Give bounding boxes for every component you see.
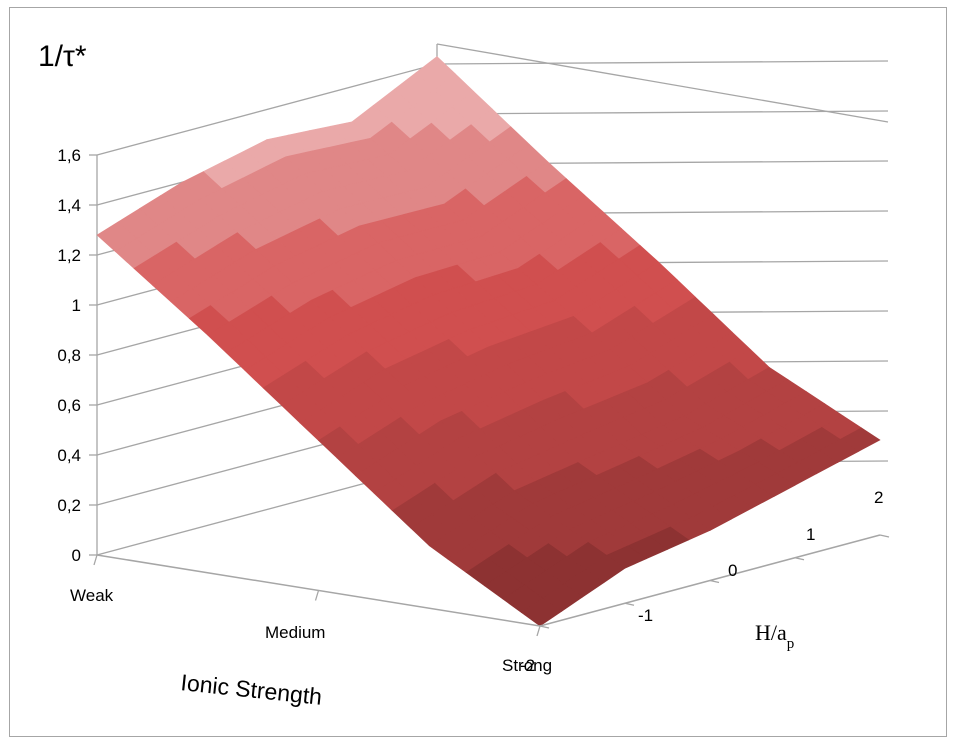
z-tick-label: 0,2	[57, 496, 81, 515]
y-axis-ticks: -2 -1 0 1 2	[520, 488, 890, 675]
surface	[96, 56, 881, 627]
z-tick-label: 1	[72, 296, 81, 315]
y-tick-mark	[539, 625, 550, 629]
z-tick-label: 0,4	[57, 446, 81, 465]
y-tick-mark	[879, 534, 890, 538]
x-tick-label: Medium	[265, 623, 325, 642]
y-axis-title-main: H/a	[755, 620, 787, 645]
chart-title: 1/τ*	[38, 40, 87, 73]
y-tick-mark	[794, 557, 805, 561]
z-gridline-back	[96, 63, 438, 156]
y-axis-title-subscript: p	[787, 636, 795, 652]
y-tick-mark	[624, 602, 635, 606]
z-gridline-side	[436, 110, 889, 115]
surface-patch	[520, 597, 562, 627]
y-tick-label: -1	[638, 606, 653, 625]
z-tick-label: 0,8	[57, 346, 81, 365]
z-tick-label: 0	[72, 546, 81, 565]
x-tick-mark	[93, 554, 98, 566]
z-tick-label: 1,2	[57, 246, 81, 265]
z-gridline-side	[436, 60, 889, 65]
x-tick-label: Weak	[70, 586, 114, 605]
z-tick-label: 1,4	[57, 196, 81, 215]
y-tick-label: 1	[806, 525, 815, 544]
back-wall-top	[436, 43, 889, 123]
x-tick-label: Strong	[502, 656, 552, 675]
y-axis-title: H/ap	[755, 620, 794, 652]
y-tick-mark	[709, 579, 720, 584]
y-tick-label: 0	[728, 561, 737, 580]
y-tick-label: 2	[874, 488, 883, 507]
z-axis-ticks: 0 0,2 0,4 0,6 0,8 1 1,2 1,4 1,6	[57, 146, 97, 565]
x-tick-mark	[314, 590, 320, 601]
z-tick-label: 0,6	[57, 396, 81, 415]
y-tick-label: -2	[520, 656, 535, 675]
x-tick-mark	[536, 625, 541, 637]
x-axis-title: Ionic Strength	[179, 669, 323, 710]
x-axis-ticks: Weak Medium Strong	[70, 554, 552, 675]
z-tick-label: 1,6	[57, 146, 81, 165]
